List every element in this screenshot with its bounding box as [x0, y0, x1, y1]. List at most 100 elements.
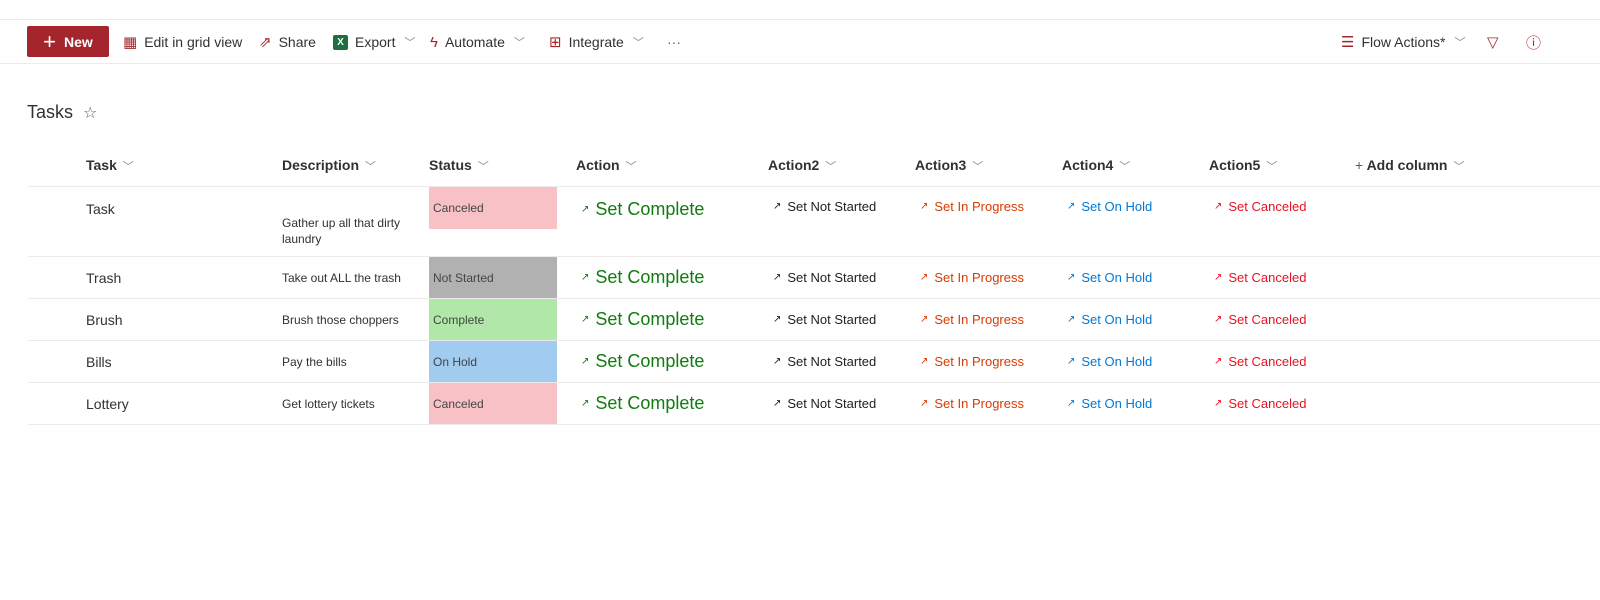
action-button-4[interactable]: ↗ Set On Hold: [1062, 312, 1209, 327]
action-button-4[interactable]: ↗ Set On Hold: [1062, 354, 1209, 369]
flow-icon: ↗: [1214, 314, 1223, 325]
flow-icon: ↗: [1067, 201, 1076, 212]
new-button[interactable]: + New: [27, 26, 109, 57]
flow-icon: ↗: [920, 314, 929, 325]
action-button-1[interactable]: ↗ Set Complete: [576, 187, 768, 220]
action-button-3[interactable]: ↗ Set In Progress: [915, 354, 1062, 369]
action-label: Set In Progress: [934, 270, 1024, 285]
command-bar: + New ▦ Edit in grid view ⇗ Share X Export ﹀ …: [0, 20, 1600, 64]
action-button-1[interactable]: ↗ Set Complete: [576, 351, 768, 372]
plus-icon: +: [1355, 157, 1364, 173]
table-row[interactable]: Lottery Get lottery tickets Canceled ↗ Set…: [28, 383, 1600, 425]
description-cell: Gather up all that dirty laundry: [282, 216, 401, 246]
integrate-icon: ⊞: [549, 34, 562, 51]
flow-icon: ↗: [1067, 272, 1076, 283]
chevron-down-icon: ﹀: [972, 161, 984, 173]
action-label: Set Canceled: [1228, 396, 1307, 411]
flow-icon: ↗: [1067, 398, 1076, 409]
automate-button[interactable]: ϟ Automate ﹀: [430, 20, 525, 64]
flow-icon: ↗: [581, 356, 590, 367]
action-button-1[interactable]: ↗ Set Complete: [576, 309, 768, 330]
status-cell: Complete: [429, 299, 557, 340]
info-icon: ⓘ: [1526, 34, 1542, 52]
action-label: Set Canceled: [1228, 270, 1307, 285]
plus-icon: +: [43, 28, 57, 54]
column-header-status[interactable]: Status ﹀: [429, 157, 489, 173]
filter-button[interactable]: ▽: [1487, 20, 1499, 64]
action-button-1[interactable]: ↗ Set Complete: [576, 393, 768, 414]
task-cell[interactable]: Brush: [86, 311, 123, 328]
action-button-5[interactable]: ↗ Set Canceled: [1209, 354, 1355, 369]
flow-icon: ↗: [1214, 356, 1223, 367]
action-button-5[interactable]: ↗ Set Canceled: [1209, 396, 1355, 411]
chevron-down-icon: ﹀: [513, 37, 525, 49]
action-label: Set Not Started: [787, 312, 877, 327]
share-button[interactable]: ⇗ Share: [259, 20, 316, 64]
table-row[interactable]: Trash Take out ALL the trash Not Started…: [28, 257, 1600, 299]
chevron-down-icon: ﹀: [404, 37, 416, 49]
chevron-down-icon: ﹀: [1119, 161, 1131, 173]
flow-icon: ↗: [920, 272, 929, 283]
task-cell[interactable]: Task: [86, 201, 115, 217]
table-row[interactable]: Bills Pay the bills On Hold ↗ Set Complete…: [28, 341, 1600, 383]
task-cell[interactable]: Bills: [86, 353, 112, 370]
column-header-action[interactable]: Action ﹀: [576, 157, 637, 173]
column-header-action5[interactable]: Action5 ﹀: [1209, 157, 1278, 173]
action-button-5[interactable]: ↗ Set Canceled: [1209, 312, 1355, 327]
flow-icon: ↗: [773, 356, 782, 367]
edit-grid-button[interactable]: ▦ Edit in grid view: [123, 20, 242, 64]
column-header-action4[interactable]: Action4 ﹀: [1062, 157, 1131, 173]
flow-icon: ↗: [920, 356, 929, 367]
flow-icon: ↗: [581, 204, 590, 215]
action-label: Set Not Started: [787, 199, 877, 214]
action-button-3[interactable]: ↗ Set In Progress: [915, 312, 1062, 327]
excel-icon: X: [333, 34, 348, 50]
action-button-2[interactable]: ↗ Set Not Started: [768, 396, 915, 411]
top-divider: [0, 19, 1600, 20]
table-row[interactable]: Task Gather up all that dirty laundry Ca…: [28, 187, 1600, 257]
view-selector[interactable]: ☰ Flow Actions* ﹀: [1341, 20, 1466, 64]
column-header-description[interactable]: Description ﹀: [282, 157, 376, 173]
action-button-2[interactable]: ↗ Set Not Started: [768, 270, 915, 285]
action-label: Set On Hold: [1081, 354, 1153, 369]
add-column-button[interactable]: + Add column ﹀: [1355, 157, 1465, 173]
status-cell: On Hold: [429, 341, 557, 382]
column-header-action2[interactable]: Action2 ﹀: [768, 157, 837, 173]
action-button-2[interactable]: ↗ Set Not Started: [768, 187, 915, 214]
status-cell: Canceled: [429, 187, 557, 229]
chevron-down-icon: ﹀: [364, 161, 376, 173]
action-button-4[interactable]: ↗ Set On Hold: [1062, 187, 1209, 214]
action-button-2[interactable]: ↗ Set Not Started: [768, 354, 915, 369]
table-row[interactable]: Brush Brush those choppers Complete ↗ Set …: [28, 299, 1600, 341]
action-button-3[interactable]: ↗ Set In Progress: [915, 187, 1062, 214]
action-button-4[interactable]: ↗ Set On Hold: [1062, 396, 1209, 411]
action-button-3[interactable]: ↗ Set In Progress: [915, 270, 1062, 285]
chevron-down-icon: ﹀: [122, 161, 134, 173]
action-label: Set In Progress: [934, 354, 1024, 369]
more-button[interactable]: ···: [667, 34, 681, 50]
column-header-action3[interactable]: Action3 ﹀: [915, 157, 984, 173]
list-title: Tasks: [27, 102, 74, 122]
action-button-5[interactable]: ↗ Set Canceled: [1209, 270, 1355, 285]
favorite-star-icon[interactable]: ☆: [83, 104, 98, 122]
action-button-1[interactable]: ↗ Set Complete: [576, 267, 768, 288]
chevron-down-icon: ﹀: [625, 161, 637, 173]
action-button-4[interactable]: ↗ Set On Hold: [1062, 270, 1209, 285]
info-button[interactable]: ⓘ: [1526, 20, 1541, 64]
action-label: Set Complete: [595, 199, 705, 219]
action-button-2[interactable]: ↗ Set Not Started: [768, 312, 915, 327]
grid-icon: ▦: [123, 34, 138, 51]
export-label: Export: [355, 34, 396, 50]
automate-label: Automate: [444, 34, 505, 50]
column-header-task[interactable]: Task ﹀: [86, 157, 134, 173]
export-button[interactable]: X Export ﹀: [333, 20, 415, 64]
description-cell: Take out ALL the trash: [282, 270, 401, 285]
action-button-5[interactable]: ↗ Set Canceled: [1209, 187, 1355, 214]
action-button-3[interactable]: ↗ Set In Progress: [915, 396, 1062, 411]
integrate-button[interactable]: ⊞ Integrate ﹀: [549, 20, 644, 64]
action-label: Set Not Started: [787, 354, 877, 369]
task-cell[interactable]: Lottery: [86, 395, 129, 412]
share-icon: ⇗: [259, 34, 272, 51]
task-cell[interactable]: Trash: [86, 269, 122, 286]
action-label: Set Complete: [595, 351, 705, 371]
